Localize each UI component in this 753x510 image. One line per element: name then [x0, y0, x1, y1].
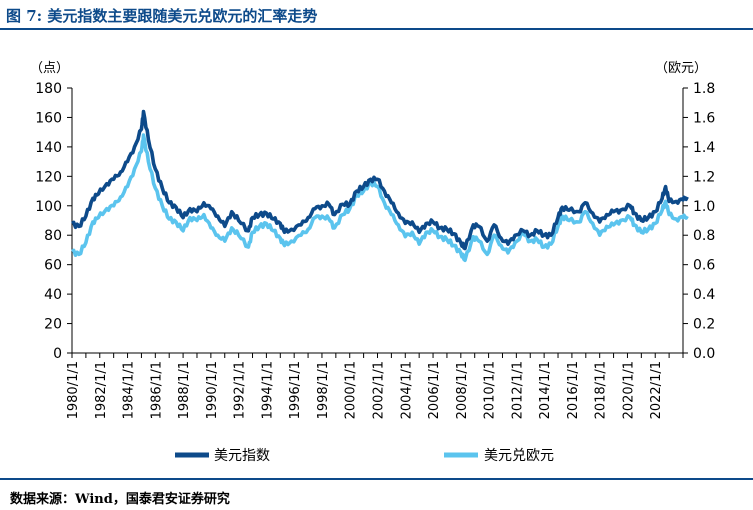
- title-bar: 图 7: 美元指数主要跟随美元兑欧元的汇率走势: [0, 0, 753, 30]
- line-chart: 0 20 40 60 80 100 120 140 160 180 0.0 0.2 0.4 0.6 0.8 1…: [30, 61, 715, 464]
- right-y-tick-label: 0.4: [693, 287, 715, 303]
- right-y-tick-label: 0.8: [693, 228, 715, 244]
- x-tick-label: 1984/1/1: [122, 361, 137, 419]
- left-y-tick-label: 140: [35, 140, 62, 156]
- right-y-tick-label: 0.6: [693, 258, 715, 274]
- left-axis-unit-label: （点）: [30, 61, 69, 76]
- right-y-tick-label: 0.0: [693, 346, 715, 362]
- x-tick-label: 1988/1/1: [177, 361, 192, 419]
- x-tick-label: 1998/1/1: [316, 361, 331, 419]
- x-tick-label: 2008/1/1: [455, 361, 470, 419]
- left-y-tick-label: 180: [35, 81, 62, 97]
- x-tick-label: 2010/1/1: [483, 361, 498, 419]
- x-tick-label: 2016/1/1: [566, 361, 581, 419]
- chart-axes: 0 20 40 60 80 100 120 140 160 180 0.0 0.2 0.4 0.6 0.8 1…: [35, 81, 715, 419]
- right-y-tick-label: 1.2: [693, 169, 715, 185]
- right-axis-unit-label: （欧元）: [655, 61, 707, 76]
- data-source-note: 数据来源：Wind，国泰君安证券研究: [10, 492, 230, 507]
- x-tick-label: 1982/1/1: [94, 361, 109, 419]
- right-y-tick-label: 1.8: [693, 81, 715, 97]
- x-tick-label: 1990/1/1: [205, 361, 220, 419]
- x-tick-label: 2000/1/1: [344, 361, 359, 419]
- legend-label-usd-eur: 美元兑欧元: [484, 448, 554, 464]
- x-tick-label: 1994/1/1: [260, 361, 275, 419]
- x-tick-label: 2006/1/1: [427, 361, 442, 419]
- chart-series: [71, 109, 689, 263]
- series-line-usd-eur: [71, 133, 689, 263]
- right-y-tick-label: 0.2: [693, 317, 715, 333]
- source-bar: 数据来源：Wind，国泰君安证券研究: [0, 478, 753, 510]
- left-y-tick-label: 60: [44, 258, 62, 274]
- x-tick-label: 1996/1/1: [288, 361, 303, 419]
- x-tick-label: 2020/1/1: [621, 361, 636, 419]
- x-tick-label: 2004/1/1: [399, 361, 414, 419]
- left-y-tick-label: 100: [35, 199, 62, 215]
- x-tick-label: 1980/1/1: [66, 361, 81, 419]
- left-y-tick-label: 120: [35, 169, 62, 185]
- x-tick-label: 1992/1/1: [233, 361, 248, 419]
- right-y-tick-label: 1.0: [693, 199, 715, 215]
- x-tick-label: 2018/1/1: [594, 361, 609, 419]
- chart-legend: 美元指数 美元兑欧元: [175, 448, 554, 464]
- x-tick-label: 2012/1/1: [510, 361, 525, 419]
- left-y-tick-label: 20: [44, 317, 62, 333]
- left-y-tick-label: 40: [44, 287, 62, 303]
- x-tick-label: 2014/1/1: [538, 361, 553, 419]
- figure-title: 图 7: 美元指数主要跟随美元兑欧元的汇率走势: [6, 7, 318, 25]
- left-y-tick-label: 0: [53, 346, 62, 362]
- x-tick-label: 2002/1/1: [372, 361, 387, 419]
- x-tick-label: 1986/1/1: [149, 361, 164, 419]
- left-y-tick-label: 160: [35, 110, 62, 126]
- series-line-usd-index: [71, 109, 689, 251]
- x-tick-label: 2022/1/1: [649, 361, 664, 419]
- left-y-tick-label: 80: [44, 228, 62, 244]
- right-y-tick-label: 1.6: [693, 110, 715, 126]
- right-y-tick-label: 1.4: [693, 140, 715, 156]
- legend-label-usd-index: 美元指数: [214, 448, 270, 464]
